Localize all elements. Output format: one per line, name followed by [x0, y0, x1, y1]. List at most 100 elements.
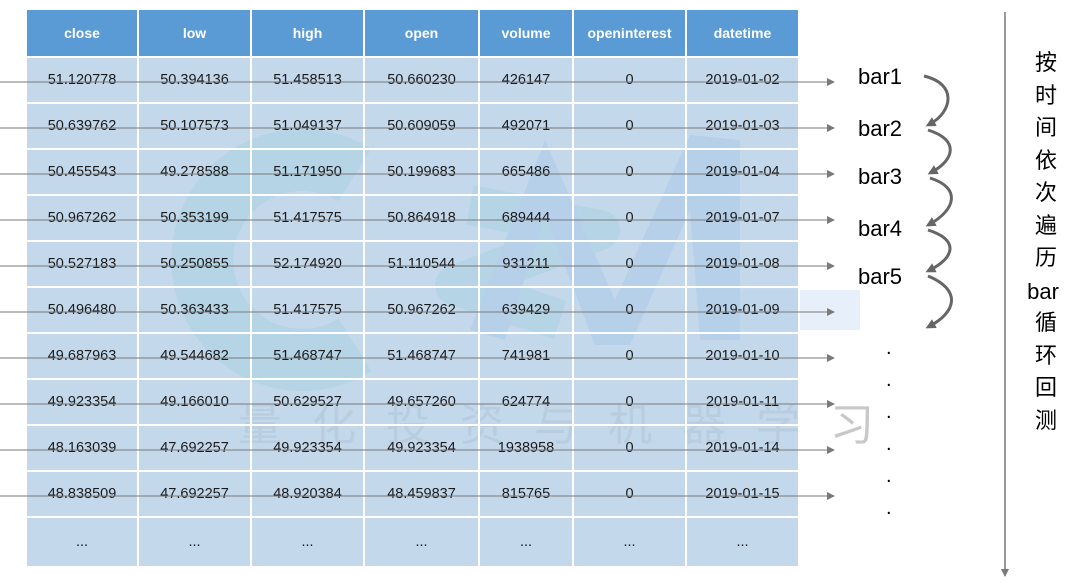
- table-cell: 0: [572, 194, 687, 242]
- table-cell: 50.394136: [137, 56, 252, 104]
- table-cell: 0: [572, 102, 687, 150]
- table-cell: 931211: [478, 240, 574, 288]
- caption-char: 依: [1034, 148, 1057, 174]
- column-header: close: [25, 8, 139, 58]
- bar-label: bar1: [858, 64, 903, 89]
- caption-char: bar: [1027, 278, 1059, 304]
- table-cell: 49.687963: [25, 332, 139, 380]
- table-cell: 50.864918: [363, 194, 480, 242]
- table-row: 50.496480 50.363433 51.417575 50.967262 …: [25, 286, 800, 334]
- table-cell: 50.250855: [137, 240, 252, 288]
- bar-label: bar4: [858, 216, 903, 241]
- table-cell: 51.110544: [363, 240, 480, 288]
- table-cell: 0: [572, 424, 687, 472]
- table-row-ellipsis: ... ... ... ... ... ... ...: [25, 516, 800, 568]
- table-cell: 50.107573: [137, 102, 252, 150]
- table-cell: 49.544682: [137, 332, 252, 380]
- table-cell: 51.049137: [250, 102, 365, 150]
- table-cell: 2019-01-03: [685, 102, 800, 150]
- continuation-dot: .: [886, 433, 892, 455]
- table-cell: 689444: [478, 194, 574, 242]
- table-cell: 50.455543: [25, 148, 139, 196]
- table-cell: 50.199683: [363, 148, 480, 196]
- table-row: 50.455543 49.278588 51.171950 50.199683 …: [25, 148, 800, 196]
- ellipsis-cell: ...: [685, 516, 800, 568]
- caption-char: 按: [1034, 51, 1057, 76]
- caption-char: 间: [1034, 116, 1057, 141]
- caption-char: 测: [1034, 408, 1057, 434]
- column-header: high: [250, 8, 365, 58]
- ellipsis-cell: ...: [25, 516, 139, 568]
- table-cell: 49.166010: [137, 378, 252, 426]
- table-cell: 51.458513: [250, 56, 365, 104]
- table-cell: 639429: [478, 286, 574, 334]
- table-cell: 426147: [478, 56, 574, 104]
- table-cell: 52.174920: [250, 240, 365, 288]
- table-cell: 47.692257: [137, 470, 252, 518]
- table-cell: 49.657260: [363, 378, 480, 426]
- table-cell: 624774: [478, 378, 574, 426]
- data-table: close low high open volume openinterest …: [25, 8, 800, 568]
- bar-label: bar3: [858, 164, 903, 189]
- continuation-dot: .: [886, 497, 892, 519]
- table-cell: 50.353199: [137, 194, 252, 242]
- continuation-dot: .: [886, 369, 892, 391]
- table-cell: 0: [572, 286, 687, 334]
- table-cell: 49.923354: [250, 424, 365, 472]
- table-cell: 48.838509: [25, 470, 139, 518]
- table-cell: 2019-01-14: [685, 424, 800, 472]
- column-header: datetime: [685, 8, 800, 58]
- bar-loop-arrows: [923, 74, 953, 329]
- column-header: low: [137, 8, 252, 58]
- table-cell: 50.496480: [25, 286, 139, 334]
- ellipsis-cell: ...: [572, 516, 687, 568]
- table-cell: 50.639762: [25, 102, 139, 150]
- continuation-dot: .: [886, 465, 892, 487]
- loop-arrow: [925, 228, 952, 273]
- table-row: 48.163039 47.692257 49.923354 49.923354 …: [25, 424, 800, 472]
- table-cell: 49.923354: [25, 378, 139, 426]
- table-cell: 48.163039: [25, 424, 139, 472]
- table-cell: 51.417575: [250, 286, 365, 334]
- table-cell: 48.459837: [363, 470, 480, 518]
- table-cell: 0: [572, 148, 687, 196]
- table-cell: 50.363433: [137, 286, 252, 334]
- caption-char: 回: [1034, 376, 1057, 401]
- caption-char: 环: [1034, 343, 1057, 369]
- ellipsis-cell: ...: [363, 516, 480, 568]
- table-cell: 741981: [478, 332, 574, 380]
- caption-char: 时: [1034, 83, 1057, 109]
- bar-label: bar5: [858, 264, 903, 289]
- column-header: volume: [478, 8, 574, 58]
- table-cell: 2019-01-09: [685, 286, 800, 334]
- table-cell: 2019-01-08: [685, 240, 800, 288]
- table-cell: 50.527183: [25, 240, 139, 288]
- caption-char: 循: [1034, 311, 1057, 336]
- table-row: 51.120778 50.394136 51.458513 50.660230 …: [25, 56, 800, 104]
- table-cell: 0: [572, 240, 687, 288]
- table-row: 50.527183 50.250855 52.174920 51.110544 …: [25, 240, 800, 288]
- table-row: 50.967262 50.353199 51.417575 50.864918 …: [25, 194, 800, 242]
- table-cell: 50.967262: [25, 194, 139, 242]
- ellipsis-cell: ...: [137, 516, 252, 568]
- table-cell: 49.923354: [363, 424, 480, 472]
- side-caption: 按 时 间 依 次 遍 历 bar 循 环 回 测: [1027, 48, 1060, 438]
- table-cell: 2019-01-11: [685, 378, 800, 426]
- table-row: 49.923354 49.166010 50.629527 49.657260 …: [25, 378, 800, 426]
- ellipsis-cell: ...: [250, 516, 365, 568]
- table-cell: 492071: [478, 102, 574, 150]
- table-cell: 48.920384: [250, 470, 365, 518]
- table-cell: 49.278588: [137, 148, 252, 196]
- table-cell: 47.692257: [137, 424, 252, 472]
- table-cell: 2019-01-02: [685, 56, 800, 104]
- table-cell: 51.120778: [25, 56, 139, 104]
- caption-char: 遍: [1034, 213, 1057, 239]
- table-cell: 51.468747: [363, 332, 480, 380]
- loop-arrow: [923, 74, 950, 127]
- table-cell: 0: [572, 378, 687, 426]
- table-cell: 50.609059: [363, 102, 480, 150]
- table-cell: 51.171950: [250, 148, 365, 196]
- bar-label: bar2: [858, 116, 903, 141]
- ellipsis-cell: ...: [478, 516, 574, 568]
- loop-arrow: [925, 274, 953, 329]
